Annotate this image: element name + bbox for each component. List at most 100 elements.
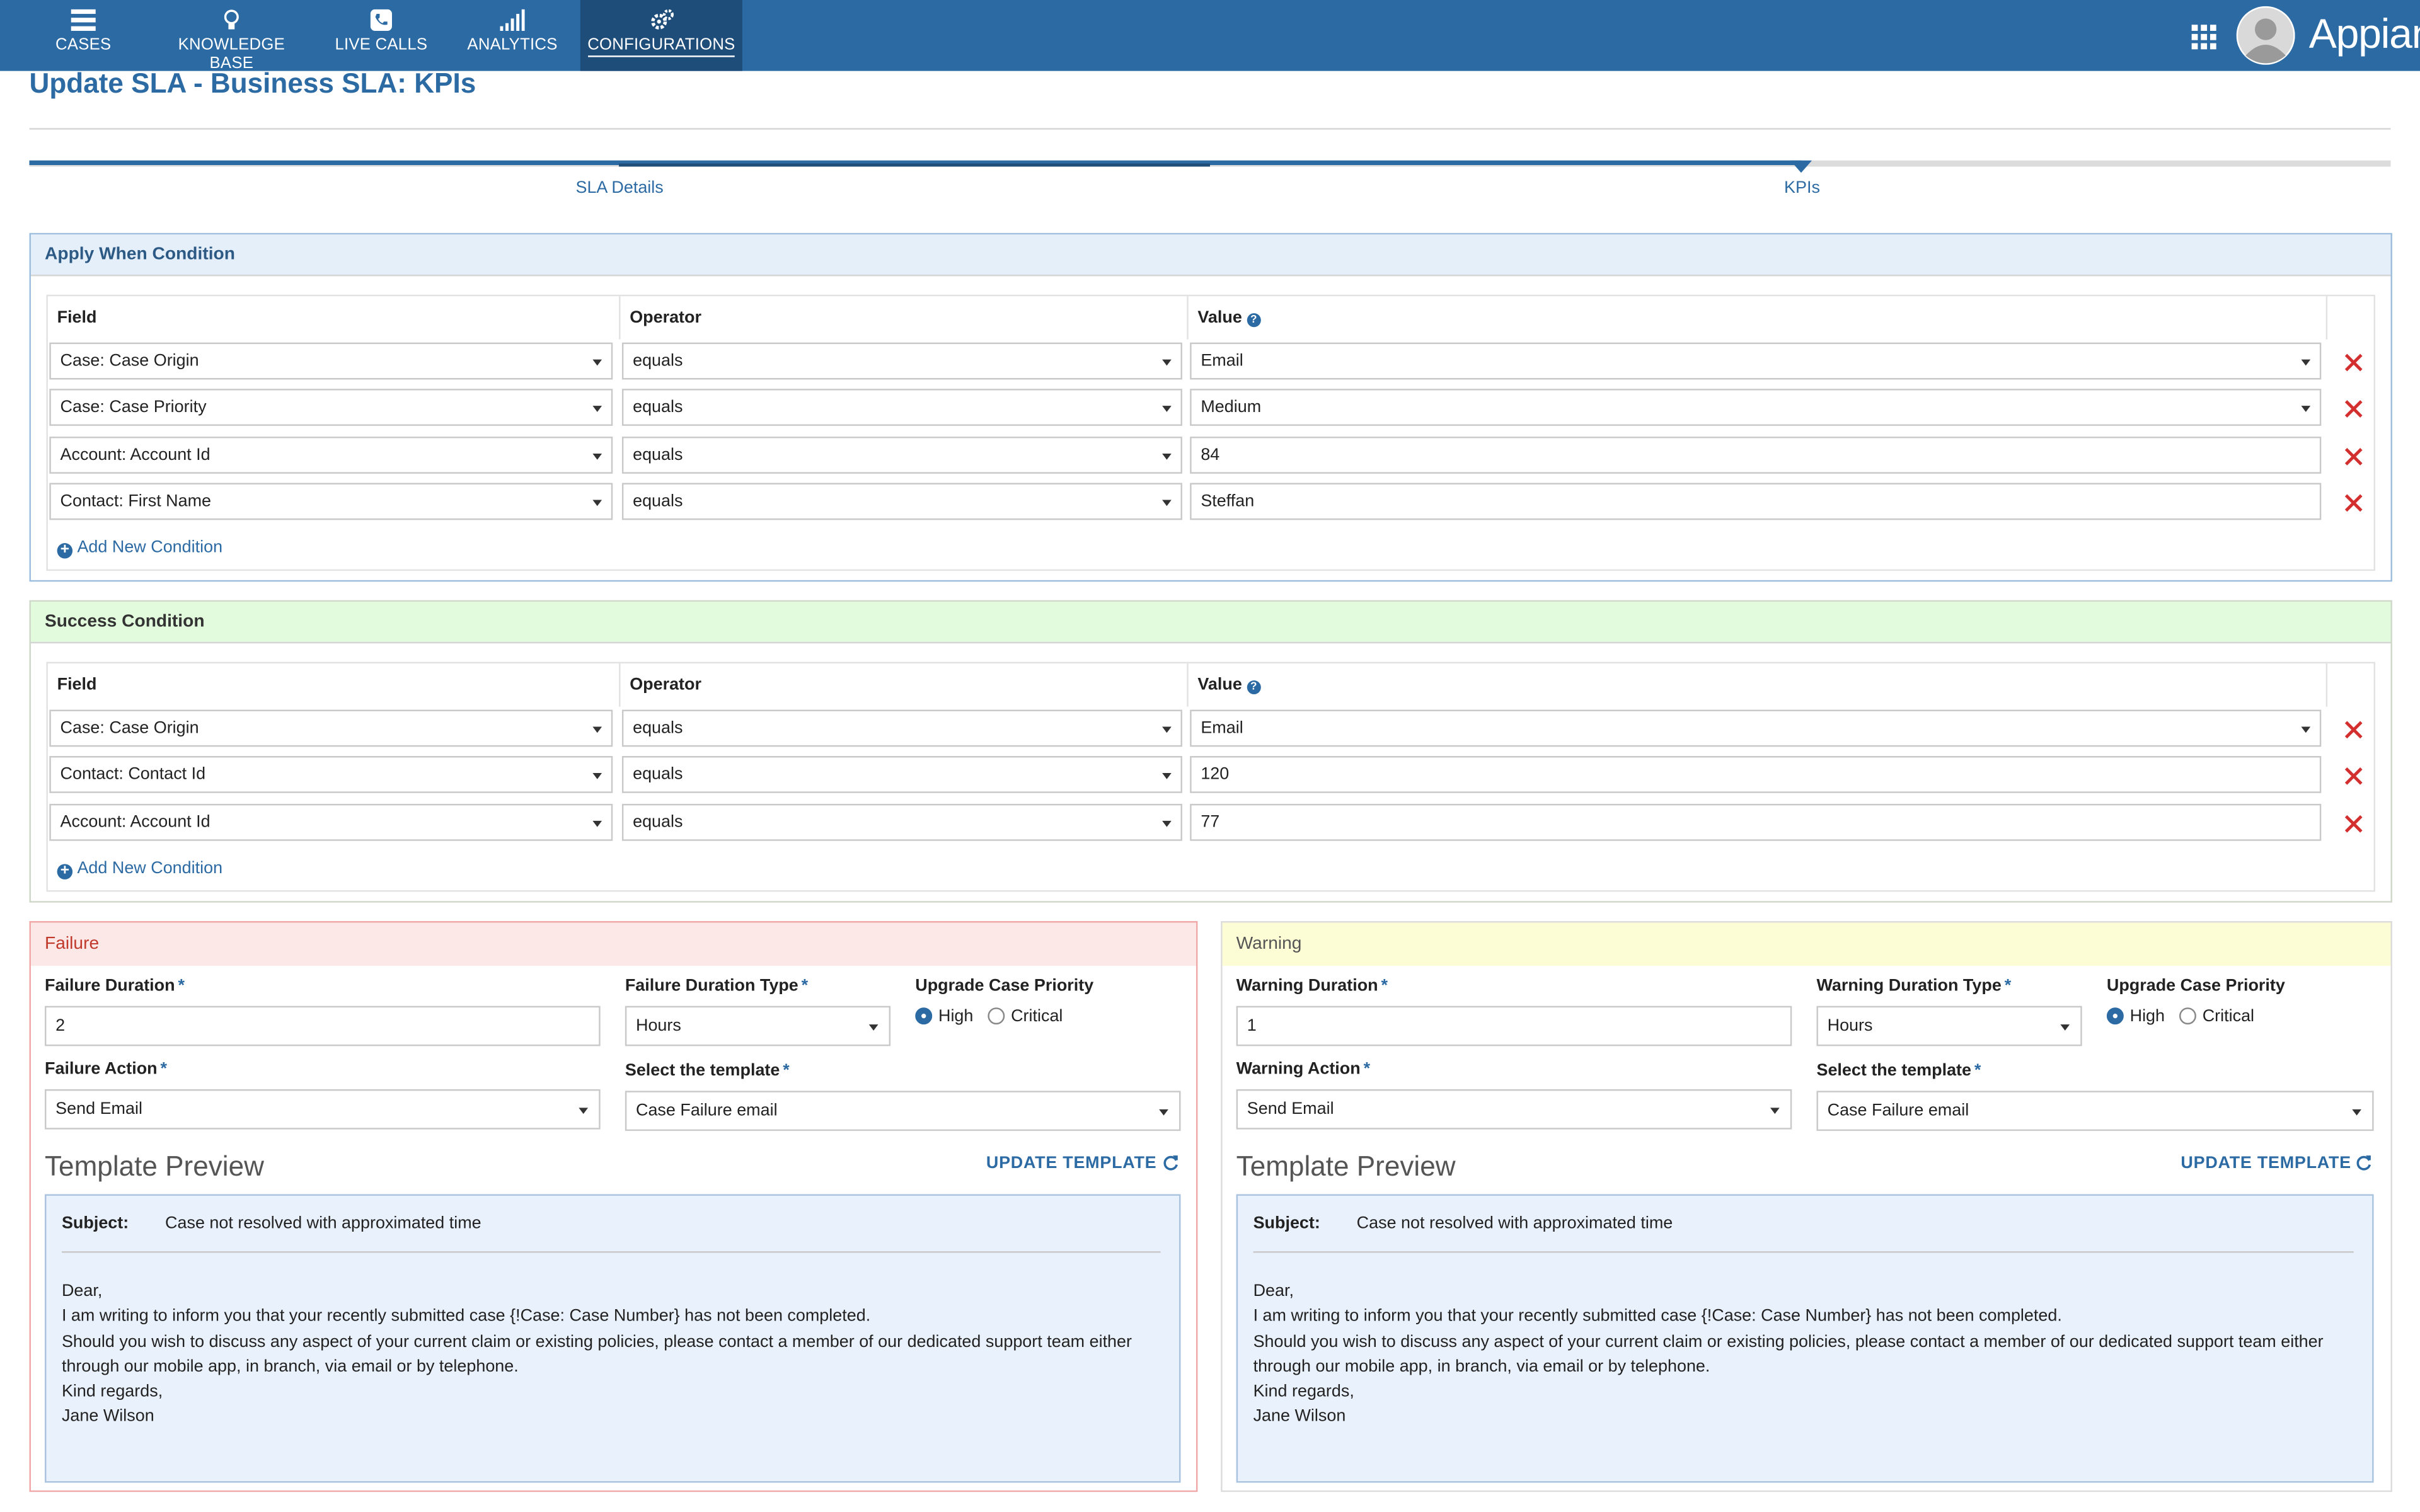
field-select[interactable]: Contact: Contact Id <box>49 756 613 793</box>
warning-action-select[interactable]: Send Email <box>1236 1089 1792 1130</box>
operator-select[interactable]: equals <box>621 483 1182 520</box>
help-icon[interactable]: ? <box>1247 313 1261 328</box>
value-input[interactable]: 120 <box>1190 756 2322 793</box>
nav-knowledge-base[interactable]: KNOWLEDGE BASE <box>154 0 309 72</box>
nav-analytics[interactable]: ANALYTICS <box>463 0 562 71</box>
chevron-down-icon <box>2060 1024 2070 1031</box>
value-input[interactable]: Steffan <box>1190 483 2322 520</box>
add-new-condition-link[interactable]: + Add New Condition <box>57 539 222 559</box>
failure-action-label: Failure Action * <box>45 1060 168 1079</box>
template-preview-title: Template Preview <box>1236 1150 1456 1182</box>
value-input[interactable]: 84 <box>1190 437 2322 474</box>
update-template-button[interactable]: UPDATE TEMPLATE <box>986 1154 1157 1173</box>
chevron-down-icon <box>592 406 602 412</box>
divider <box>1253 1251 2354 1253</box>
conditions-grid: Field Operator Value? Case: Case Origin … <box>46 294 2376 571</box>
column-header-value: Value? <box>1189 663 2328 707</box>
field-select[interactable]: Case: Case Origin <box>49 342 613 380</box>
chevron-down-icon <box>592 726 602 733</box>
failure-duration-input[interactable]: 2 <box>45 1005 601 1046</box>
field-value: Case: Case Origin <box>60 352 199 370</box>
value-select[interactable]: Email <box>1190 342 2322 380</box>
help-icon[interactable]: ? <box>1247 680 1261 695</box>
priority-radio-high[interactable]: High <box>2106 1007 2165 1026</box>
refresh-icon[interactable] <box>2355 1154 2372 1171</box>
value-input[interactable]: 77 <box>1190 803 2322 841</box>
warning-panel: Warning Warning Duration * 1 Warning Dura… <box>1221 921 2392 1492</box>
delete-condition-icon[interactable] <box>2344 767 2363 785</box>
failure-action-select[interactable]: Send Email <box>45 1089 601 1130</box>
chevron-down-icon <box>1162 726 1172 733</box>
operator-select[interactable]: equals <box>621 756 1182 793</box>
radio-selected-icon <box>915 1007 933 1025</box>
select-template-label: Select the template * <box>1816 1061 1981 1080</box>
field-select[interactable]: Account: Account Id <box>49 437 613 474</box>
column-header-label: Value <box>1197 308 1242 328</box>
template-select[interactable]: Case Failure email <box>625 1091 1181 1131</box>
field-value: Account: Account Id <box>60 813 210 832</box>
step-sla-details[interactable]: SLA Details <box>575 179 664 198</box>
column-header-operator: Operator <box>620 296 1189 340</box>
delete-condition-icon[interactable] <box>2344 721 2363 739</box>
operator-select[interactable]: equals <box>621 709 1182 747</box>
field-select[interactable]: Account: Account Id <box>49 803 613 841</box>
field-select[interactable]: Case: Case Priority <box>49 389 613 426</box>
field-select[interactable]: Case: Case Origin <box>49 709 613 747</box>
refresh-icon[interactable] <box>1162 1154 1179 1171</box>
nav-configurations[interactable]: CONFIGURATIONS <box>580 0 742 71</box>
template-select[interactable]: Case Failure email <box>1816 1091 2374 1131</box>
field-select[interactable]: Contact: First Name <box>49 483 613 520</box>
brand-logo: Appian <box>2308 11 2420 57</box>
delete-condition-icon[interactable] <box>2344 399 2363 418</box>
app-grid-icon[interactable] <box>2191 25 2216 50</box>
value-text: Medium <box>1201 398 1262 417</box>
avatar[interactable] <box>2236 6 2295 65</box>
select-value: Hours <box>1827 1016 1873 1036</box>
template-preview: Subject: Case not resolved with approxim… <box>45 1194 1181 1483</box>
select-value: Hours <box>635 1016 681 1036</box>
value-text: 84 <box>1201 445 1220 465</box>
chevron-down-icon <box>592 359 602 366</box>
column-header-label: Value <box>1197 675 1242 695</box>
label-text: Select the template <box>1816 1061 1972 1080</box>
warning-duration-input[interactable]: 1 <box>1236 1005 1792 1046</box>
nav-cases[interactable]: CASES <box>37 0 130 71</box>
operator-value: equals <box>633 445 683 465</box>
failure-duration-type-label: Failure Duration Type * <box>625 976 809 995</box>
value-select[interactable]: Email <box>1190 709 2322 747</box>
failure-duration-type-select[interactable]: Hours <box>625 1005 891 1046</box>
nav-label: CONFIGURATIONS <box>587 35 735 57</box>
nav-label: LIVE CALLS <box>335 35 428 54</box>
operator-select[interactable]: equals <box>621 342 1182 380</box>
chevron-down-icon <box>2352 1109 2361 1116</box>
delete-condition-icon[interactable] <box>2344 353 2363 372</box>
delete-condition-icon[interactable] <box>2344 494 2363 512</box>
title-divider <box>29 128 2391 130</box>
priority-radio-critical[interactable]: Critical <box>988 1007 1063 1026</box>
delete-condition-icon[interactable] <box>2344 447 2363 466</box>
success-condition-section: Success Condition Field Operator Value? … <box>29 600 2392 903</box>
priority-radio-high[interactable]: High <box>915 1007 973 1026</box>
step-kpis[interactable]: KPIs <box>1784 179 1820 198</box>
input-value: 2 <box>55 1016 66 1036</box>
select-value: Send Email <box>1247 1100 1334 1119</box>
update-template-button[interactable]: UPDATE TEMPLATE <box>2181 1154 2351 1173</box>
operator-select[interactable]: equals <box>621 803 1182 841</box>
priority-radio-critical[interactable]: Critical <box>2179 1007 2254 1026</box>
stepper-segment <box>619 163 1211 167</box>
add-new-condition-link[interactable]: + Add New Condition <box>57 859 222 879</box>
warning-duration-type-select[interactable]: Hours <box>1816 1005 2082 1046</box>
delete-condition-icon[interactable] <box>2344 815 2363 833</box>
chevron-down-icon <box>1162 406 1172 412</box>
failure-duration-label: Failure Duration * <box>45 976 185 995</box>
upgrade-case-priority-label: Upgrade Case Priority <box>915 976 1094 995</box>
value-select[interactable]: Medium <box>1190 389 2322 426</box>
chevron-down-icon <box>1770 1108 1780 1114</box>
nav-live-calls[interactable]: LIVE CALLS <box>330 0 432 71</box>
chevron-down-icon <box>592 820 602 827</box>
operator-select[interactable]: equals <box>621 437 1182 474</box>
operator-select[interactable]: equals <box>621 389 1182 426</box>
warning-duration-label: Warning Duration * <box>1236 976 1388 995</box>
stepper-current-marker <box>1790 160 1812 173</box>
